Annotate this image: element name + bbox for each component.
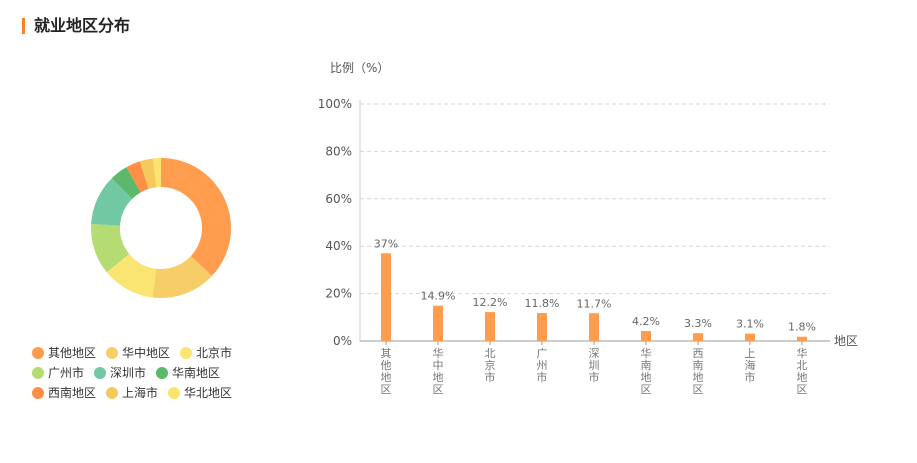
- title-accent-bar: [22, 18, 25, 34]
- x-category-label: 其他地区: [381, 347, 392, 396]
- x-category-label: 深圳市: [589, 347, 600, 384]
- bar-data-label: 11.7%: [577, 297, 612, 310]
- section-header: 就业地区分布: [22, 16, 130, 36]
- bar-data-label: 3.3%: [684, 317, 712, 330]
- donut-slice-6[interactable]: [111, 167, 141, 199]
- x-category-label: 广州市: [537, 347, 548, 384]
- bar-5[interactable]: [589, 313, 599, 341]
- y-tick-label: 80%: [325, 144, 352, 158]
- bar-data-label: 1.8%: [788, 321, 816, 334]
- bar-1[interactable]: [381, 253, 391, 341]
- legend-label: 西南地区: [48, 386, 97, 400]
- legend-item[interactable]: 华中地区: [106, 345, 170, 360]
- legend-item[interactable]: 上海市: [106, 385, 158, 400]
- bar-9[interactable]: [797, 336, 807, 341]
- x-category-label: 北京市: [485, 347, 496, 384]
- donut-slice-7[interactable]: [126, 161, 149, 193]
- y-tick-label: 100%: [318, 97, 352, 111]
- donut-chart: [91, 158, 231, 298]
- legend-color-dot: [32, 386, 44, 399]
- bar-3[interactable]: [485, 312, 495, 341]
- x-category-label: 西南地区: [693, 347, 704, 396]
- legend-label: 上海市: [122, 386, 159, 400]
- bar-6[interactable]: [641, 331, 651, 341]
- legend-color-dot: [180, 346, 193, 359]
- legend-color-dot: [32, 366, 44, 379]
- legend-label: 深圳市: [110, 366, 147, 380]
- bar-data-label: 12.2%: [473, 296, 508, 309]
- bar-4[interactable]: [537, 313, 547, 341]
- bar-data-label: 37%: [374, 237, 398, 250]
- section-title: 就业地区分布: [34, 16, 131, 35]
- legend-label: 华中地区: [122, 346, 171, 360]
- bar-8[interactable]: [745, 333, 755, 341]
- x-category-label: 华北地区: [797, 346, 808, 396]
- bar-data-label: 4.2%: [632, 315, 660, 328]
- donut-slice-4[interactable]: [91, 224, 130, 273]
- bar-data-label: 11.8%: [525, 297, 560, 310]
- legend-color-dot: [106, 386, 119, 399]
- legend-color-dot: [168, 386, 181, 399]
- legend-label: 其他地区: [48, 346, 97, 360]
- x-axis-title: 地区: [834, 334, 858, 348]
- legend-color-dot: [94, 366, 107, 379]
- y-tick-label: 0%: [333, 334, 352, 348]
- legend-label: 广州市: [48, 366, 85, 380]
- legend-label: 华北地区: [184, 386, 233, 400]
- y-tick-label: 60%: [325, 192, 352, 206]
- y-axis-title: 比例（%）: [330, 61, 389, 75]
- legend-label: 华南地区: [172, 366, 221, 380]
- legend-item[interactable]: 广州市: [32, 365, 84, 380]
- donut-slice-3[interactable]: [106, 253, 157, 298]
- y-tick-label: 20%: [325, 287, 352, 301]
- legend-color-dot: [32, 346, 44, 359]
- legend-item[interactable]: 西南地区: [32, 385, 96, 400]
- donut-slice-1[interactable]: [161, 158, 231, 276]
- y-tick-label: 40%: [325, 239, 352, 253]
- legend-label: 北京市: [196, 346, 233, 360]
- x-category-label: 上海市: [745, 347, 756, 384]
- bar-2[interactable]: [433, 305, 443, 341]
- bar-data-label: 3.1%: [736, 318, 764, 331]
- donut-slice-9[interactable]: [153, 158, 161, 188]
- donut-slice-5[interactable]: [91, 178, 133, 226]
- donut-legend: 其他地区 华中地区 北京市广州市 深圳市 华南地区西南地区 上海市 华北地区: [32, 345, 302, 400]
- legend-item[interactable]: 其他地区: [32, 345, 96, 360]
- legend-item[interactable]: 北京市: [180, 345, 232, 360]
- legend-color-dot: [106, 346, 119, 359]
- x-category-label: 华南地区: [641, 346, 652, 396]
- legend-item[interactable]: 华南地区: [156, 365, 220, 380]
- donut-slice-8[interactable]: [139, 158, 157, 189]
- legend-item[interactable]: 华北地区: [168, 385, 232, 400]
- bar-data-label: 14.9%: [421, 290, 456, 303]
- donut-slice-2[interactable]: [152, 256, 213, 298]
- legend-item[interactable]: 深圳市: [94, 365, 146, 380]
- bar-7[interactable]: [693, 333, 703, 341]
- legend-color-dot: [156, 366, 169, 379]
- x-category-label: 华中地区: [433, 346, 444, 396]
